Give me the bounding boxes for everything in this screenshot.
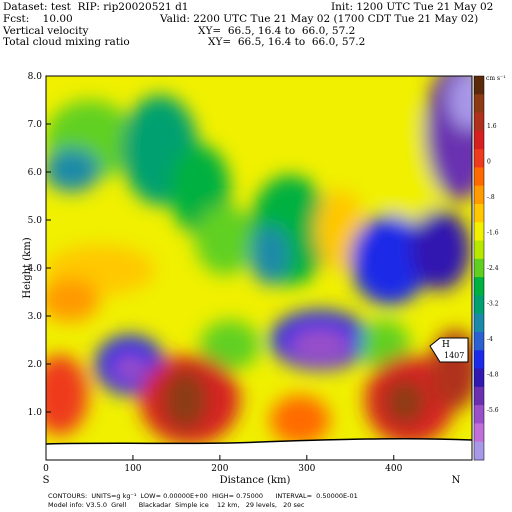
x-tick-label: 0 <box>43 464 49 474</box>
colorbar-label: -3.2 <box>487 301 499 308</box>
colorbar <box>473 75 485 461</box>
colorbar-swatch <box>474 112 484 132</box>
field1-xy: XY= 66.5, 16.4 to 66.0, 57.2 <box>198 25 356 37</box>
init-line: Init: 1200 UTC Tue 21 May 02 <box>331 1 494 13</box>
y-axis-title: Height (km) <box>22 237 33 298</box>
colorbar-frame <box>473 75 485 461</box>
colorbar-swatch <box>474 368 484 388</box>
colorbar-swatch <box>474 94 484 114</box>
colorbar-swatch <box>474 313 484 333</box>
colorbar-label: -1.6 <box>487 230 499 237</box>
x-axis-title: Distance (km) <box>220 475 291 486</box>
y-tick-label: 1.0 <box>28 408 43 418</box>
colorbar-units: cm s⁻¹ <box>486 75 506 82</box>
colorbar-swatch <box>474 149 484 168</box>
colorbar-label: -2.4 <box>487 265 499 272</box>
y-tick-label: 6.0 <box>28 168 43 178</box>
colorbar-label: 0 <box>487 159 491 166</box>
colorbar-swatch <box>474 258 484 278</box>
colorbar-label: -5.6 <box>487 407 499 414</box>
colorbar-swatch <box>474 295 484 315</box>
colorbar-label: -4 <box>487 336 493 343</box>
x-tick-label: 300 <box>298 464 315 474</box>
x-tick-label: 100 <box>124 464 141 474</box>
colorbar-swatch <box>474 240 484 260</box>
field2-name: Total cloud mixing ratio <box>3 36 130 48</box>
colorbar-swatch <box>474 204 484 223</box>
end-endpoint-label: N <box>452 475 461 486</box>
colorbar-swatch <box>474 350 484 370</box>
high-annotation: H 1407 <box>429 337 469 363</box>
x-axis: 0 100 200 300 400 <box>43 455 403 474</box>
terrain-line <box>46 437 472 445</box>
colorbar-labels: 1.6 0 -.8 -1.6 -2.4 -3.2 -4 -4.8 -5.6 <box>487 123 499 414</box>
x-tick-label: 200 <box>211 464 228 474</box>
colorbar-label: -.8 <box>487 194 495 201</box>
colorbar-swatch <box>474 185 484 205</box>
y-tick-label: 3.0 <box>28 312 43 322</box>
x-tick-label: 400 <box>385 464 402 474</box>
contours-line: CONTOURS: UNITS=g kg⁻¹ LOW= 0.00000E+00 … <box>48 492 358 500</box>
y-tick-label: 8.0 <box>28 72 43 82</box>
fcst-line: Fcst: 10.00 <box>3 13 73 25</box>
colorbar-swatch <box>474 405 484 424</box>
colorbar-swatch <box>474 423 484 443</box>
colorbar-label: -4.8 <box>487 372 499 379</box>
colorbar-swatch <box>474 386 484 406</box>
field1-name: Vertical velocity <box>3 25 89 37</box>
dataset-line: Dataset: test RIP: rip20020521 d1 <box>3 1 189 13</box>
colorbar-swatch <box>474 441 484 461</box>
y-axis: 1.0 2.0 3.0 4.0 5.0 6.0 7.0 8.0 <box>28 72 51 418</box>
y-tick-label: 4.0 <box>28 264 43 274</box>
plot-area <box>46 76 472 460</box>
colorbar-swatch <box>474 332 484 351</box>
colorbar-swatch <box>474 76 484 95</box>
annotation-value: 1407 <box>444 351 464 360</box>
annotation-h: H <box>442 340 450 350</box>
colorbar-swatch <box>474 167 484 187</box>
y-tick-label: 2.0 <box>28 360 43 370</box>
start-endpoint-label: S <box>43 475 50 486</box>
colorbar-label: 1.6 <box>487 123 497 130</box>
y-tick-label: 5.0 <box>28 216 43 226</box>
colorbar-swatch <box>474 222 484 242</box>
valid-line: Valid: 2200 UTC Tue 21 May 02 (1700 CDT … <box>160 13 479 25</box>
colorbar-swatch <box>474 277 484 296</box>
colorbar-swatch <box>474 130 484 150</box>
y-tick-label: 7.0 <box>28 120 43 130</box>
model-info-line: Model info: V3.5.0 Grell Blackadar Simpl… <box>48 501 305 509</box>
field2-xy: XY= 66.5, 16.4 to 66.0, 57.2 <box>208 36 366 48</box>
